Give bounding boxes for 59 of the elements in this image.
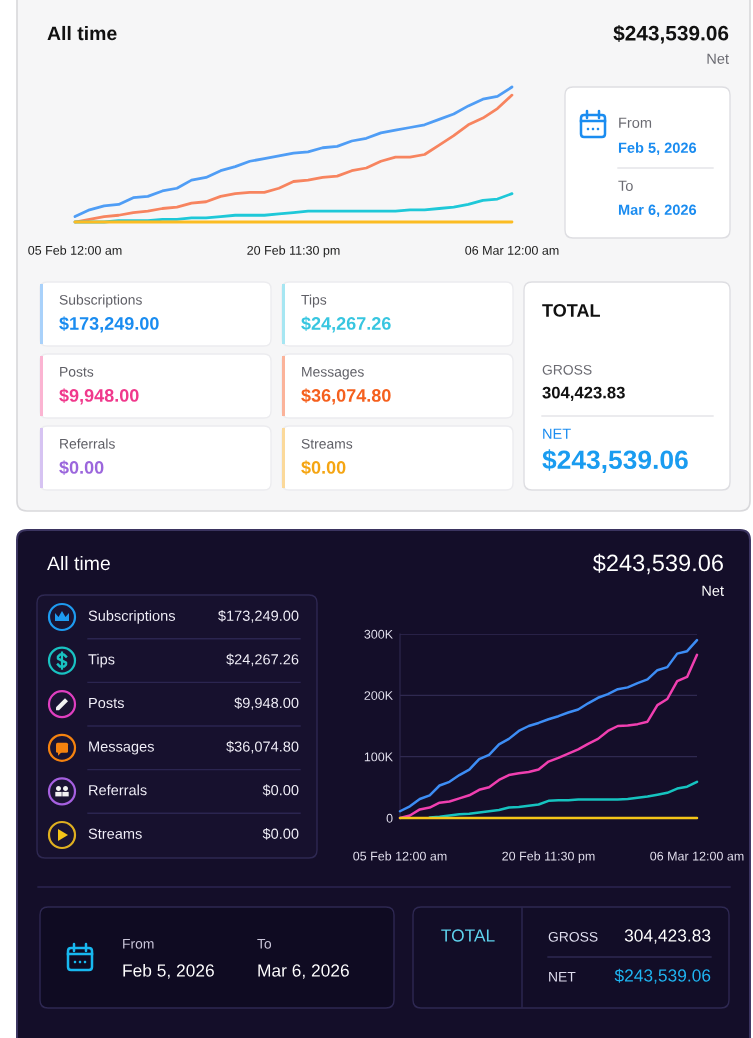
text: GROSS <box>548 931 598 942</box>
text: Tips <box>301 294 327 308</box>
text: From <box>123 939 154 949</box>
text: $243,539.06 <box>592 553 723 575</box>
text: $0.00 <box>262 827 299 840</box>
text: To <box>618 180 633 191</box>
x-tick-label: 05 Feb 12:00 am <box>353 851 447 861</box>
text: TOTAL <box>542 304 600 317</box>
x-tick-label: 05 Feb 12:00 am <box>28 245 122 255</box>
text: Feb 5, 2026 <box>618 142 697 156</box>
text: Mar 6, 2026 <box>258 964 349 979</box>
text: $0.00 <box>262 784 299 797</box>
x-tick-label: 06 Mar 12:00 am <box>650 851 744 861</box>
text: Net <box>707 53 729 64</box>
text: To <box>257 939 272 949</box>
text: Messages <box>302 367 364 380</box>
y-tick-label: 0 <box>386 813 393 823</box>
text: Feb 5, 2026 <box>123 963 214 979</box>
text: NET <box>543 428 571 439</box>
chart-title: All time <box>47 25 117 41</box>
text: GROSS <box>542 364 592 375</box>
text: Referrals <box>89 784 147 796</box>
text: $36,074.80 <box>226 740 299 754</box>
text: NET <box>549 972 576 982</box>
text: $173,249.00 <box>59 316 159 333</box>
text: $9,948.00 <box>59 388 139 405</box>
x-tick-label: 06 Mar 12:00 am <box>465 245 559 255</box>
text: $243,539.06 <box>542 449 688 473</box>
text: Tips <box>88 653 115 668</box>
y-tick-label: 300K <box>364 629 393 639</box>
text: 304,423.83 <box>542 386 625 401</box>
text: Mar 6, 2026 <box>618 204 697 218</box>
text: Streams <box>88 828 142 839</box>
text: From <box>619 117 652 128</box>
text: $173,249.00 <box>218 609 299 623</box>
text: $0.00 <box>301 460 346 476</box>
text: $24,267.26 <box>226 653 299 667</box>
text: $24,267.26 <box>301 316 391 333</box>
x-tick-label: 20 Feb 11:30 pm <box>502 851 595 863</box>
text: Subscriptions <box>59 294 142 308</box>
text: $36,074.80 <box>301 388 391 405</box>
text: TOTAL <box>441 929 495 942</box>
text: $0.00 <box>59 460 104 476</box>
text: All time <box>47 555 110 571</box>
y-tick-label: 100K <box>364 752 393 762</box>
text: Posts <box>60 367 94 377</box>
text: Posts <box>89 697 124 709</box>
text: Messages <box>89 741 154 755</box>
line-series <box>428 780 699 819</box>
text: $243,539.06 <box>614 968 711 984</box>
text: Streams <box>301 438 353 449</box>
text: Net <box>702 585 724 596</box>
text: Subscriptions <box>88 610 176 624</box>
text: Referrals <box>60 438 115 449</box>
text: $9,948.00 <box>234 697 299 710</box>
text: 304,423.83 <box>624 929 711 944</box>
text: $243,539.06 <box>613 24 729 44</box>
x-tick-label: 20 Feb 11:30 pm <box>247 245 340 258</box>
y-tick-label: 200K <box>364 691 393 700</box>
